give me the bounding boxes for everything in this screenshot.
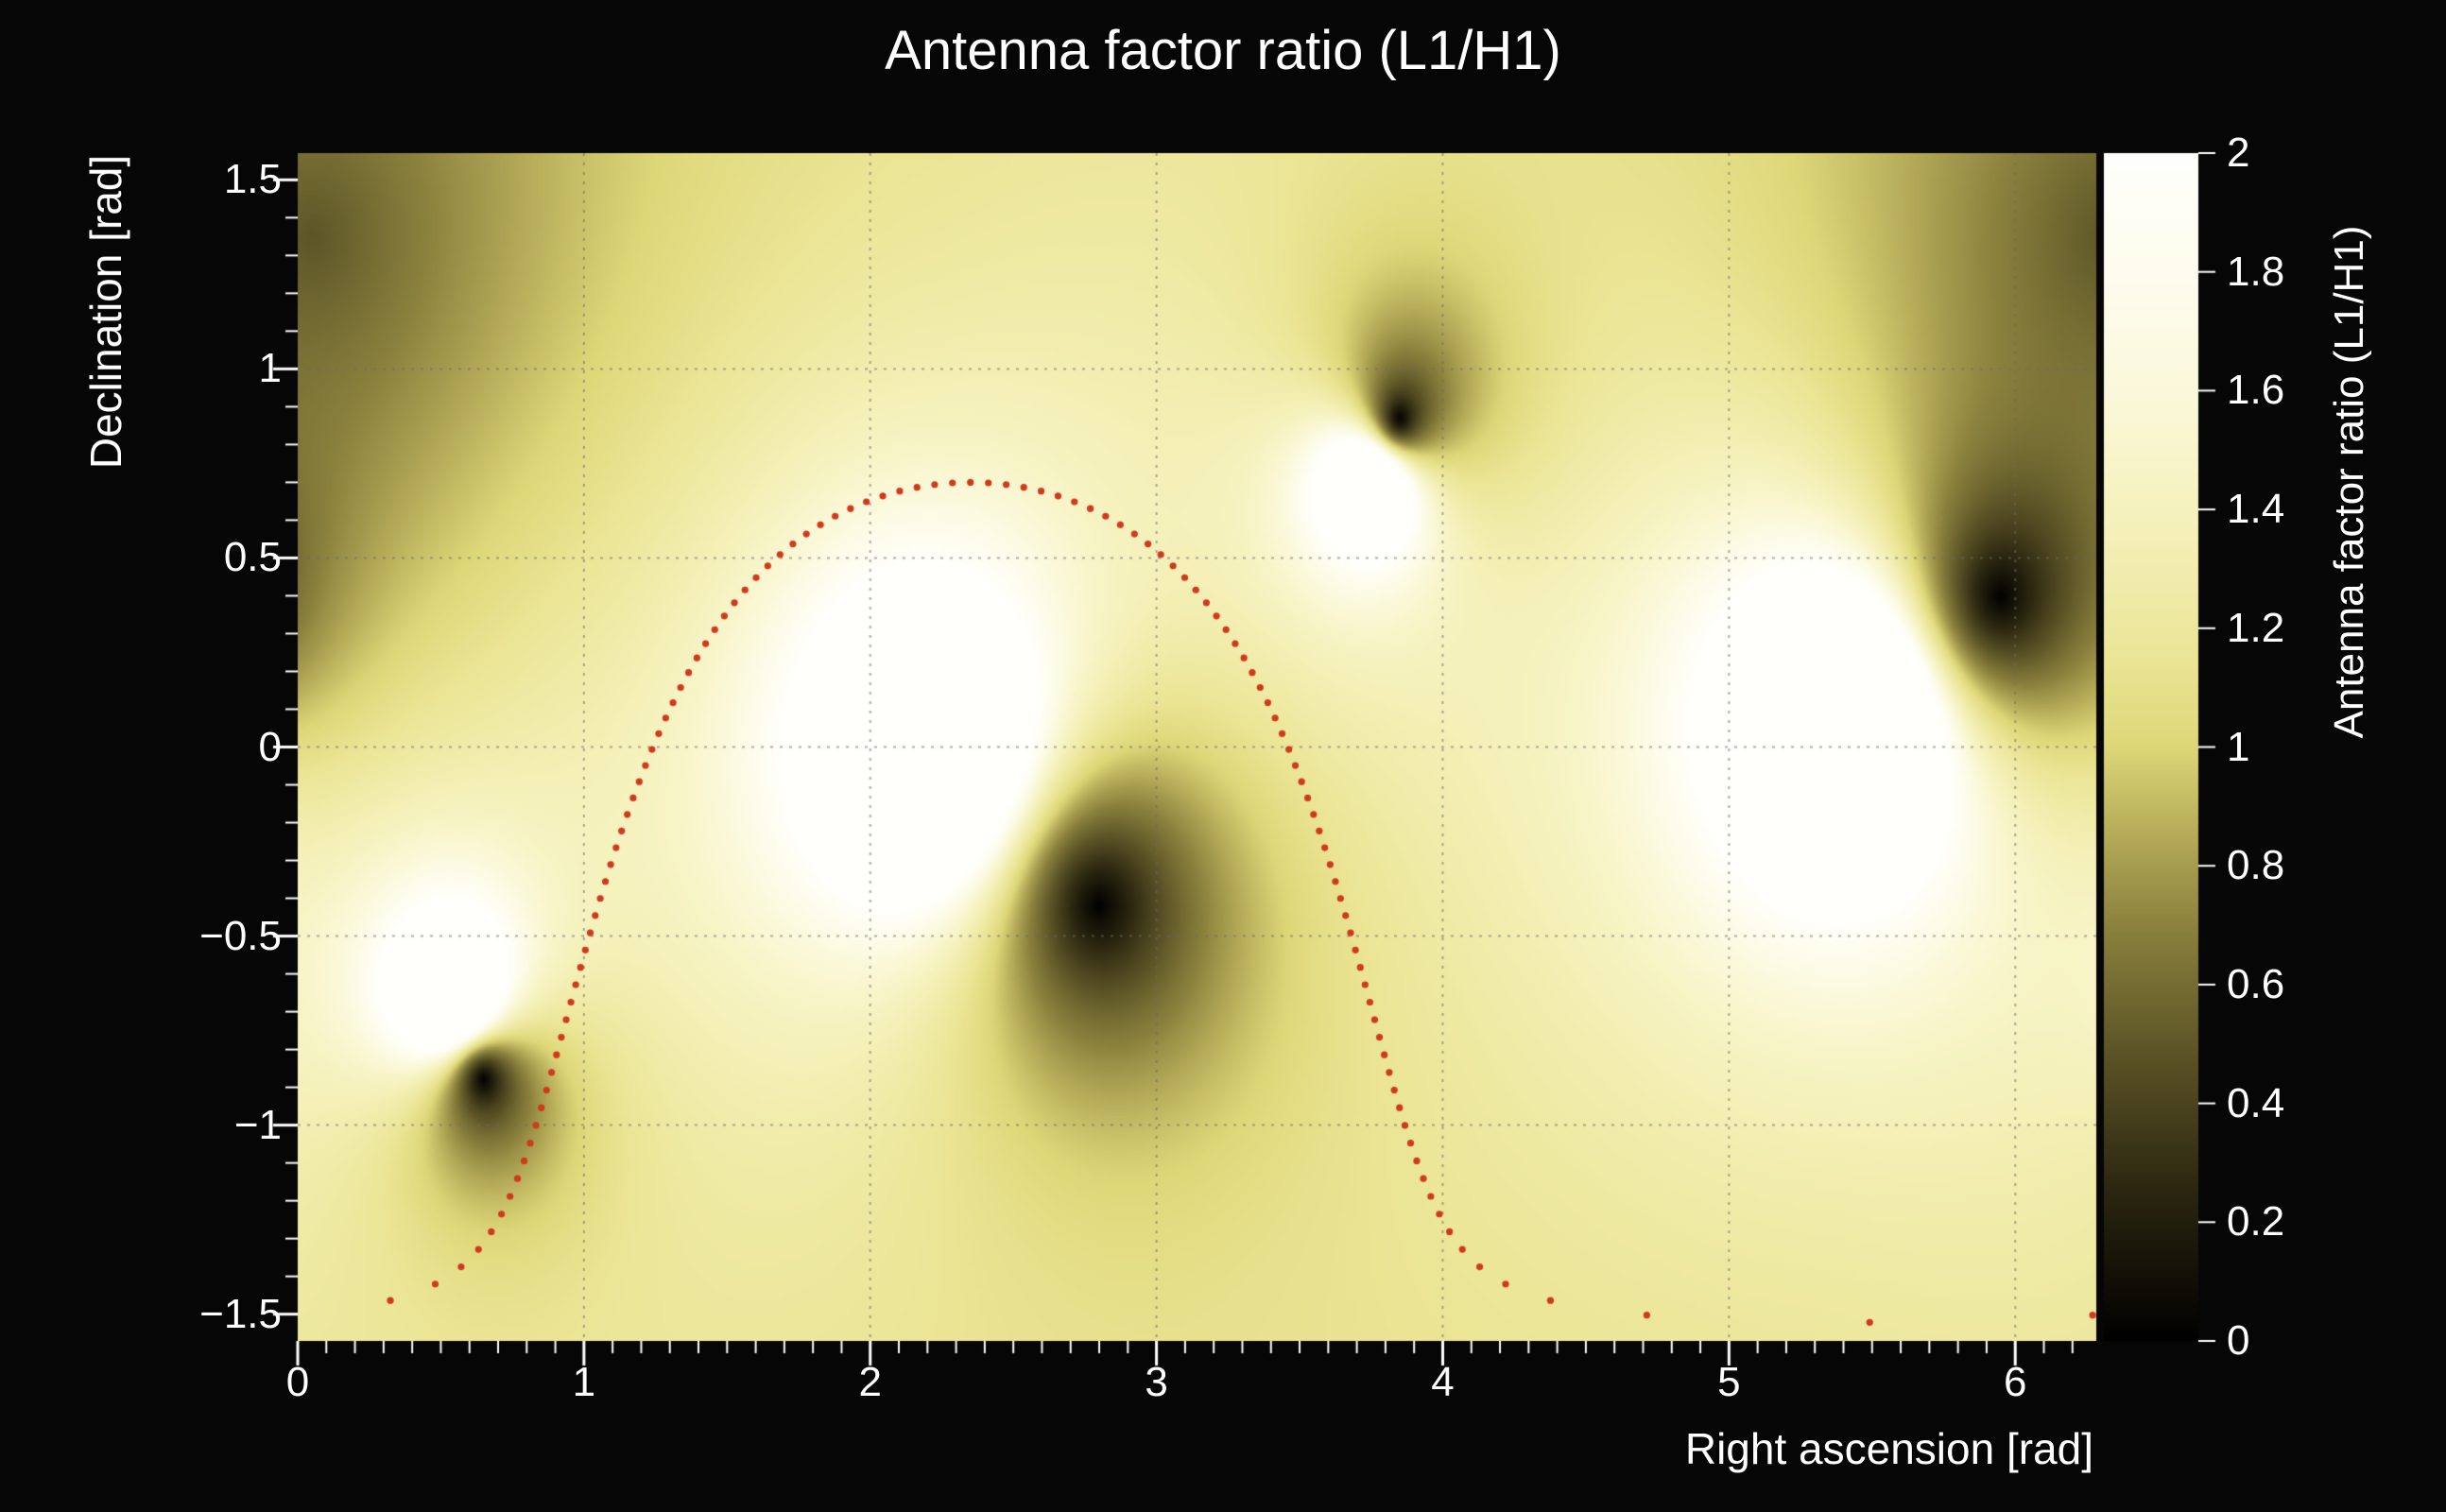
y-tick-label: 1.5: [223, 156, 282, 203]
colorbar-tick-label: 0.2: [2227, 1198, 2285, 1246]
x-tick-label: 2: [858, 1359, 882, 1405]
colorbar-label: Antenna factor ratio (L1/H1): [2326, 225, 2372, 739]
colorbar-tick-label: 1.8: [2227, 248, 2285, 295]
colorbar-tick-label: 1.4: [2227, 486, 2285, 533]
colorbar-tick-label: 0.6: [2227, 960, 2285, 1007]
x-tick-label: 0: [285, 1359, 310, 1405]
x-tick-label: 6: [2003, 1359, 2027, 1405]
x-axis-label: Right ascension [rad]: [1684, 1424, 2093, 1473]
colorbar-tick-label: 0.4: [2227, 1079, 2285, 1126]
y-tick-label: 0: [258, 723, 282, 770]
y-axis-label: Declination [rad]: [81, 154, 130, 470]
colorbar-tick-label: 2: [2227, 129, 2250, 176]
y-tick-label: −1: [233, 1101, 282, 1148]
colorbar-tick-label: 0.8: [2227, 842, 2285, 889]
chart-title: Antenna factor ratio (L1/H1): [885, 20, 1561, 81]
colorbar-tick-label: 0: [2227, 1317, 2250, 1364]
y-tick-label: 1: [258, 345, 282, 392]
x-tick-label: 5: [1717, 1359, 1741, 1405]
colorbar-tick-label: 1.6: [2227, 367, 2285, 414]
y-tick-label: 0.5: [223, 534, 282, 581]
x-tick-label: 3: [1145, 1359, 1168, 1405]
y-tick-label: −1.5: [199, 1290, 282, 1337]
y-tick-label: −0.5: [199, 912, 282, 959]
x-tick-label: 1: [572, 1359, 596, 1405]
colorbar-tick-label: 1: [2227, 723, 2250, 770]
x-tick-label: 4: [1431, 1359, 1455, 1405]
colorbar-tick-label: 1.2: [2227, 604, 2285, 651]
